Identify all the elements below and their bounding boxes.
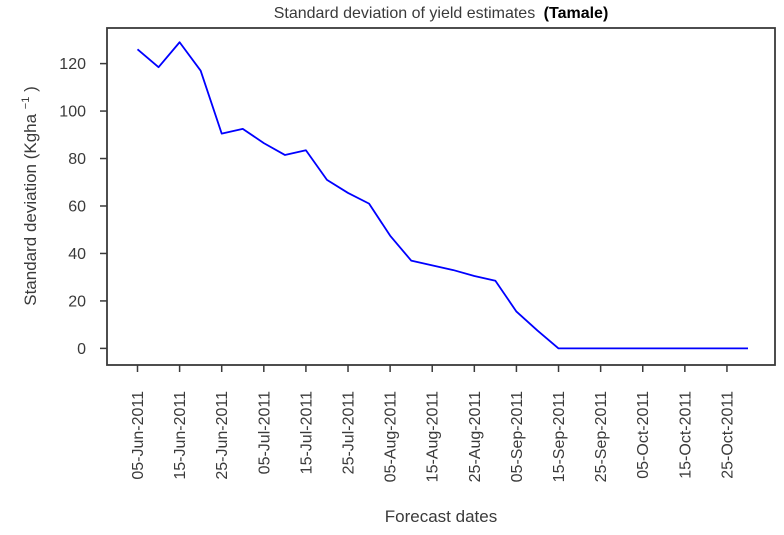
x-tick-label: 25-Sep-2011 — [593, 391, 610, 482]
x-tick-label: 15-Aug-2011 — [425, 391, 442, 482]
x-tick-label: 25-Jun-2011 — [214, 391, 231, 480]
y-tick-label: 100 — [59, 104, 86, 121]
y-tick-label: 60 — [68, 198, 86, 215]
x-tick-label: 05-Sep-2011 — [509, 391, 526, 482]
x-tick-label: 05-Jul-2011 — [256, 391, 273, 474]
plot-frame — [106, 27, 776, 366]
std-deviation-line — [136, 41, 748, 350]
x-tick-label: 15-Jun-2011 — [172, 391, 189, 480]
y-axis-label-main: Standard deviation (Kgha — [21, 113, 40, 305]
y-axis: 0 20 40 60 80 100 120 — [59, 56, 107, 358]
x-tick-label: 15-Jul-2011 — [298, 391, 315, 474]
y-axis-label: Standard deviation (Kgha −1 ) — [14, 86, 40, 306]
x-tick-label: 25-Oct-2011 — [719, 391, 736, 479]
y-axis-label-superscript: −1 — [20, 97, 32, 110]
y-tick-label: 40 — [68, 246, 86, 263]
y-axis-label-close: ) — [21, 86, 40, 92]
x-tick-label: 15-Oct-2011 — [677, 391, 694, 479]
x-axis-label: Forecast dates — [385, 507, 497, 526]
x-tick-label: 05-Aug-2011 — [383, 391, 400, 482]
y-tick-label: 80 — [68, 151, 86, 168]
y-tick-label: 0 — [77, 341, 86, 358]
x-tick-label: 25-Jul-2011 — [341, 391, 358, 474]
x-tick-label: 05-Oct-2011 — [635, 391, 652, 479]
x-tick-label: 05-Jun-2011 — [130, 391, 147, 480]
y-tick-label: 120 — [59, 56, 86, 73]
chart-title: Standard deviation of yield estimates (T… — [274, 5, 609, 22]
plot-border — [106, 27, 776, 366]
x-tick-label: 15-Sep-2011 — [551, 391, 568, 482]
chart-title-main: Standard deviation of yield estimates — [274, 5, 535, 22]
y-tick-label: 20 — [68, 293, 86, 310]
x-axis: 05-Jun-2011 15-Jun-2011 25-Jun-2011 05-Jul-… — [130, 365, 736, 482]
data-series — [136, 41, 748, 350]
chart-title-location: (Tamale) — [544, 5, 609, 22]
x-tick-label: 25-Aug-2011 — [467, 391, 484, 482]
